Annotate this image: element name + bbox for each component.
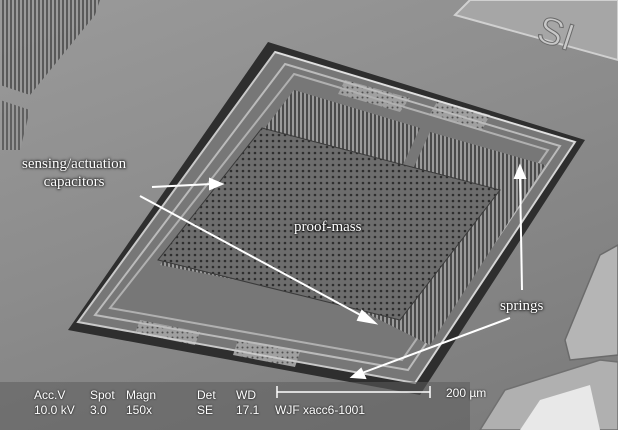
arrow-springs-1 — [519, 175, 523, 291]
info-bar-bg — [0, 382, 470, 430]
arrow-capacitors-1 — [151, 183, 213, 188]
info-wd-label: WD — [236, 388, 256, 402]
substrate-marking: SI — [453, 0, 618, 62]
arrow-capacitors-2 — [139, 195, 367, 319]
info-det-value: SE — [197, 403, 214, 417]
label-springs: springs — [500, 298, 544, 314]
info-sample-id: WJF xacc6-1001 — [275, 403, 366, 417]
info-det-label: Det — [197, 388, 216, 402]
info-magn-value: 150x — [126, 403, 153, 417]
annotation-arrows — [139, 163, 527, 380]
arrow-springs-2 — [361, 317, 511, 374]
scale-bar — [276, 386, 431, 398]
label-sensing-line2: capacitors — [43, 174, 105, 190]
label-sensing-actuation-capacitors: sensing/actuation capacitors — [22, 155, 126, 191]
info-wd-value: 17.1 — [236, 403, 260, 417]
info-spot-value: 3.0 — [90, 403, 107, 417]
accelerometer-device — [68, 42, 585, 395]
adjacent-structure-top-left — [0, 0, 100, 150]
label-proof-mass: proof-mass — [294, 219, 362, 235]
info-spot-label: Spot — [90, 388, 115, 402]
info-magn-label: Magn — [126, 388, 157, 402]
adjacent-structure-right — [479, 244, 618, 430]
info-acc-v-label: Acc.V — [34, 388, 66, 402]
info-acc-v-value: 10.0 kV — [34, 403, 75, 417]
label-sensing-line1: sensing/actuation — [22, 156, 127, 172]
info-scale-label: 200 µm — [446, 386, 487, 400]
